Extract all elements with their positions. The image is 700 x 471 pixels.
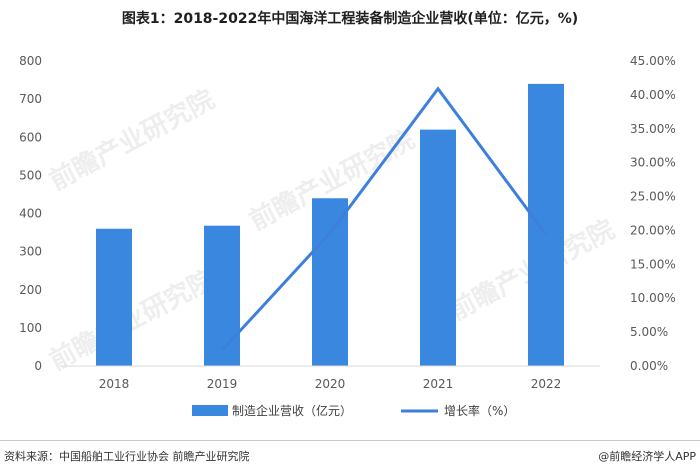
bar	[420, 129, 456, 366]
brand-text: @前瞻经济学人APP	[598, 450, 696, 463]
y-left-tick-label: 0	[34, 359, 42, 373]
y-left-tick-label: 700	[19, 92, 42, 106]
y-right-tick-label: 40.00%	[630, 88, 676, 102]
x-tick-label: 2021	[423, 377, 454, 391]
footer: 资料来源：中国船舶工业行业协会 前瞻产业研究院 @前瞻经济学人APP	[0, 440, 700, 471]
y-left-tick-label: 100	[19, 321, 42, 335]
y-left-tick-label: 300	[19, 245, 42, 259]
y-left-tick-label: 800	[19, 54, 42, 68]
y-right-tick-label: 35.00%	[630, 122, 676, 136]
y-right-tick-label: 0.00%	[630, 359, 668, 373]
legend-bar-swatch	[192, 405, 228, 416]
bar	[312, 198, 348, 366]
source-note: 资料来源：中国船舶工业行业协会 前瞻产业研究院	[4, 450, 250, 463]
y-right-tick-label: 10.00%	[630, 291, 676, 305]
y-right-tick-label: 30.00%	[630, 156, 676, 170]
y-right-tick-label: 15.00%	[630, 257, 676, 271]
y-left-tick-label: 400	[19, 207, 42, 221]
y-left-tick-label: 200	[19, 283, 42, 297]
y-left-tick-label: 500	[19, 168, 42, 182]
y-right-tick-label: 5.00%	[630, 325, 668, 339]
chart-svg: 0 100 200 300 400 500 600 700 800 0.00% 5.00% 10.00…	[19, 54, 676, 418]
bar	[204, 225, 240, 366]
brand-credit: @前瞻经济学人APP	[598, 448, 696, 464]
legend-line-label: 增长率（%）	[444, 403, 515, 418]
growth-line	[220, 86, 548, 352]
x-tick-label: 2018	[99, 377, 130, 391]
bar	[528, 83, 564, 366]
bar	[96, 228, 132, 366]
legend-bar-label: 制造企业营收（亿元）	[232, 403, 352, 418]
y-right-tick-label: 45.00%	[630, 54, 676, 68]
chart-title: 图表1：2018-2022年中国海洋工程装备制造企业营收(单位：亿元，%)	[121, 11, 579, 27]
y-right-tick-label: 20.00%	[630, 223, 676, 237]
x-tick-label: 2022	[531, 377, 562, 391]
x-tick-label: 2020	[315, 377, 346, 391]
y-right-tick-label: 25.00%	[630, 190, 676, 204]
x-tick-label: 2019	[207, 377, 238, 391]
y-left-tick-label: 600	[19, 130, 42, 144]
